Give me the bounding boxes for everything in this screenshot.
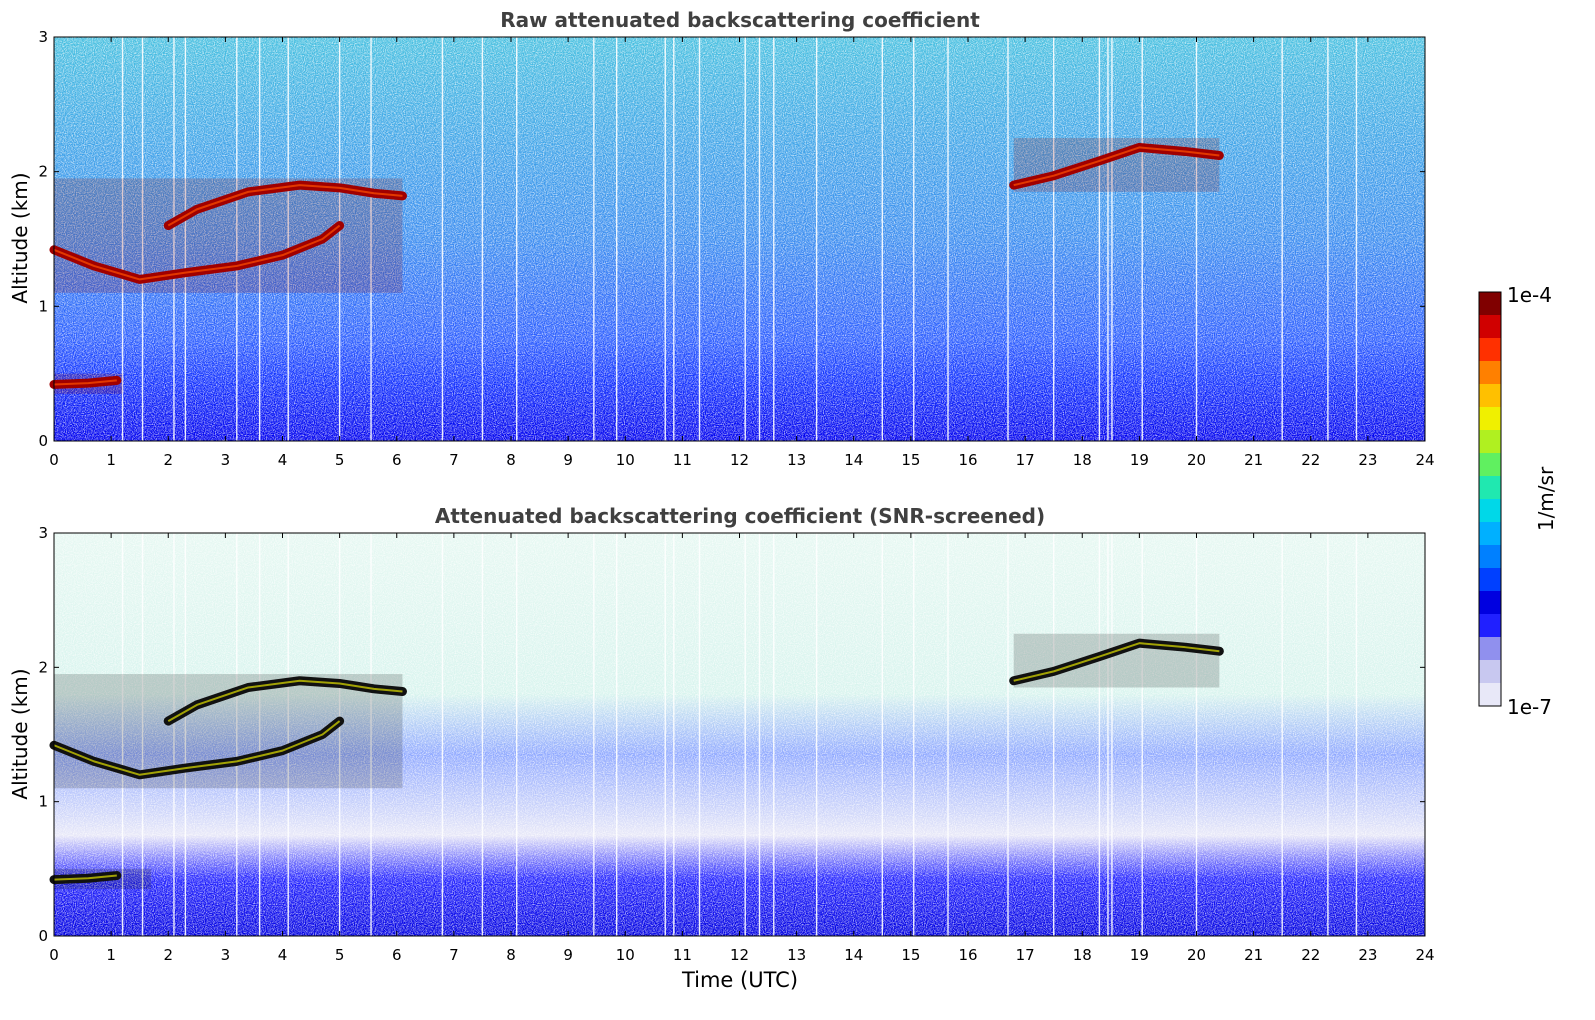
x-tick-label: 17 <box>1016 946 1035 964</box>
x-tick-label: 18 <box>1073 451 1092 469</box>
x-tick-label: 7 <box>449 451 459 469</box>
x-tick-label: 14 <box>844 451 863 469</box>
cloud-layer-edge <box>167 679 403 722</box>
x-tick-label: 16 <box>958 451 977 469</box>
x-tick-label: 15 <box>901 451 920 469</box>
x-tick-label: 12 <box>730 946 749 964</box>
y-tick-label: 2 <box>38 658 48 676</box>
x-tick-label: 13 <box>787 946 806 964</box>
cloud-layer-edge <box>53 720 341 776</box>
x-tick-label: 0 <box>49 946 59 964</box>
x-tick-label: 24 <box>1415 946 1434 964</box>
cloud-layer-edge <box>167 184 403 227</box>
x-tick-label: 17 <box>1016 451 1035 469</box>
x-tick-label: 8 <box>506 946 516 964</box>
x-tick-label: 19 <box>1130 946 1149 964</box>
cloud-layer-edge <box>53 224 341 281</box>
plot-area-top: 0 1 2 3 4 5 6 7 8 9 10 11 12 13 14 15 16 17 18 19 20 21 22 23 24… <box>38 28 1434 469</box>
colorbar-min-label: 1e-7 <box>1507 695 1552 719</box>
x-tick-label: 6 <box>392 946 402 964</box>
x-tick-label: 9 <box>563 946 573 964</box>
x-tick-label: 9 <box>563 451 573 469</box>
x-tick-label: 22 <box>1301 451 1320 469</box>
x-tick-label: 10 <box>616 946 635 964</box>
x-tick-label: 21 <box>1244 451 1263 469</box>
y-tick-label: 0 <box>38 432 48 450</box>
colorbar-scale <box>1478 291 1502 707</box>
x-tick-label: 23 <box>1358 451 1377 469</box>
x-tick-label: 20 <box>1187 451 1206 469</box>
x-tick-label: 2 <box>163 451 173 469</box>
x-tick-label: 1 <box>106 451 116 469</box>
x-tick-label: 11 <box>673 946 692 964</box>
x-tick-label: 20 <box>1187 946 1206 964</box>
colorbar: 1e-4 1e-7 1/m/sr <box>1478 283 1558 719</box>
x-tick-label: 10 <box>616 451 635 469</box>
cloud-layer-edge <box>1013 642 1220 682</box>
x-tick-label: 14 <box>844 946 863 964</box>
x-tick-label: 24 <box>1415 451 1434 469</box>
x-tick-label: 11 <box>673 451 692 469</box>
x-tick-label: 13 <box>787 451 806 469</box>
x-tick-label: 22 <box>1301 946 1320 964</box>
x-tick-label: 19 <box>1130 451 1149 469</box>
x-axis-label: Time (UTC) <box>681 968 799 992</box>
cloud-layer-edge <box>1013 146 1220 187</box>
x-tick-label: 18 <box>1073 946 1092 964</box>
colorbar-max-label: 1e-4 <box>1507 283 1552 307</box>
y-tick-label: 1 <box>38 793 48 811</box>
x-tick-label: 3 <box>221 946 231 964</box>
cloud-layer-edge <box>53 379 117 386</box>
x-tick-label: 6 <box>392 451 402 469</box>
x-tick-label: 5 <box>335 946 345 964</box>
y-tick-label: 1 <box>38 297 48 315</box>
y-tick-label: 3 <box>38 524 48 542</box>
x-tick-label: 2 <box>163 946 173 964</box>
feature-cloud-layer <box>1013 633 1220 688</box>
chart-title-bottom: Attenuated backscattering coefficient (S… <box>434 504 1046 528</box>
x-tick-label: 4 <box>278 946 288 964</box>
x-tick-label: 3 <box>221 451 231 469</box>
chart-title-top: Raw attenuated backscattering coefficien… <box>500 8 980 32</box>
x-tick-label: 15 <box>901 946 920 964</box>
x-tick-label: 4 <box>278 451 288 469</box>
feature-cloud-layer <box>1013 138 1220 192</box>
x-tick-label: 23 <box>1358 946 1377 964</box>
plot-area-bottom: 0 1 2 3 4 5 6 7 8 9 10 11 12 13 14 15 16 17 18 19 20 21 22 23 24… <box>38 524 1434 964</box>
x-tick-label: 0 <box>49 451 59 469</box>
x-tick-label: 21 <box>1244 946 1263 964</box>
x-tick-label: 8 <box>506 451 516 469</box>
colorbar-unit-label: 1/m/sr <box>1534 466 1558 531</box>
y-tick-label: 2 <box>38 163 48 181</box>
cloud-layer-edge <box>53 874 117 881</box>
x-tick-label: 5 <box>335 451 345 469</box>
x-tick-label: 16 <box>958 946 977 964</box>
x-tick-label: 1 <box>106 946 116 964</box>
y-tick-label: 0 <box>38 927 48 945</box>
x-tick-label: 7 <box>449 946 459 964</box>
x-tick-label: 12 <box>730 451 749 469</box>
y-tick-label: 3 <box>38 28 48 46</box>
